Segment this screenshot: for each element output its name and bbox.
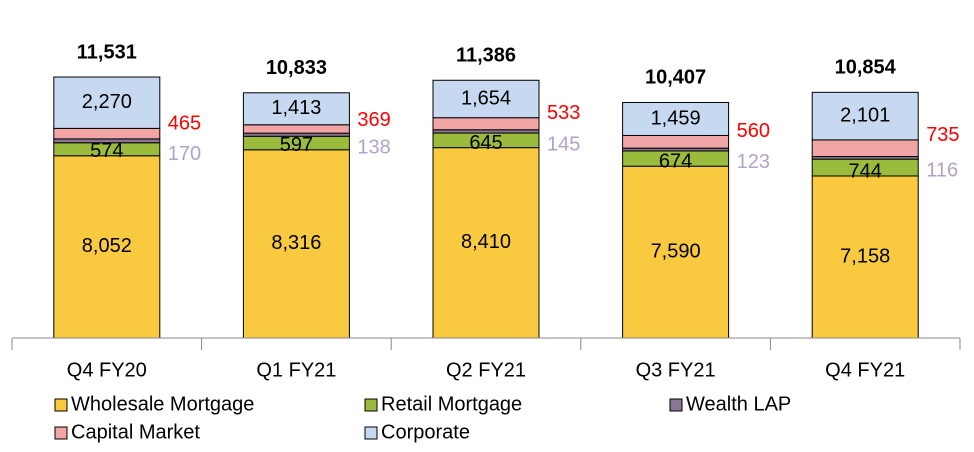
x-tick-label: Q4 FY21 bbox=[825, 359, 905, 381]
bar-segment bbox=[242, 124, 350, 134]
legend-swatch bbox=[364, 398, 378, 412]
outside-value-label: 145 bbox=[547, 133, 580, 155]
value-label: 8,052 bbox=[82, 235, 132, 257]
legend-swatch bbox=[54, 398, 68, 412]
outside-value-label: 170 bbox=[168, 143, 201, 165]
bar-segment bbox=[811, 139, 919, 158]
total-label: 11,531 bbox=[77, 41, 137, 63]
outside-value-label: 369 bbox=[357, 109, 390, 131]
value-label: 1,459 bbox=[651, 107, 701, 129]
bar-segment bbox=[242, 92, 350, 126]
outside-value-label: 735 bbox=[926, 124, 959, 146]
value-label: 8,410 bbox=[461, 231, 511, 253]
outside-value-label: 465 bbox=[168, 113, 201, 135]
outside-value-label: 123 bbox=[737, 151, 770, 173]
value-label: 645 bbox=[469, 132, 502, 154]
bar-segment bbox=[622, 165, 730, 339]
total-label: 10,407 bbox=[645, 67, 706, 89]
outside-value-label: 116 bbox=[926, 159, 958, 181]
bar-segment bbox=[432, 117, 540, 131]
outside-value-label: 560 bbox=[737, 120, 770, 142]
value-label: 7,158 bbox=[840, 245, 890, 267]
value-label: 674 bbox=[659, 150, 692, 172]
bar-segment bbox=[622, 134, 730, 149]
legend-label: Wholesale Mortgage bbox=[71, 393, 254, 415]
bar-segment bbox=[811, 91, 919, 141]
legend-label: Wealth LAP bbox=[686, 393, 791, 415]
legend-swatch bbox=[364, 426, 378, 440]
outside-value-label: 533 bbox=[547, 102, 580, 124]
legend-swatch bbox=[54, 426, 68, 440]
x-tick-label: Q3 FY21 bbox=[636, 359, 716, 381]
legend-swatch bbox=[669, 398, 683, 412]
value-label: 1,413 bbox=[271, 97, 321, 119]
value-label: 8,316 bbox=[271, 232, 321, 254]
outside-value-label: 138 bbox=[357, 137, 390, 159]
x-tick-label: Q4 FY20 bbox=[67, 359, 147, 381]
bar-segment bbox=[432, 79, 540, 119]
value-label: 574 bbox=[90, 140, 123, 162]
bar-segment bbox=[53, 155, 161, 339]
value-label: 597 bbox=[280, 134, 313, 156]
value-label: 2,101 bbox=[840, 104, 890, 126]
bar-segment bbox=[811, 175, 919, 339]
value-label: 7,590 bbox=[651, 240, 701, 262]
value-label: 2,270 bbox=[82, 91, 132, 113]
legend-label: Capital Market bbox=[71, 421, 200, 443]
legend-label: Retail Mortgage bbox=[381, 393, 522, 415]
total-label: 10,833 bbox=[266, 57, 327, 79]
bar-segment bbox=[622, 101, 730, 136]
total-label: 10,854 bbox=[835, 57, 897, 79]
legend-label: Corporate bbox=[381, 421, 470, 443]
bar-segment bbox=[53, 127, 161, 140]
bar-segment bbox=[53, 76, 161, 129]
x-tick-label: Q2 FY21 bbox=[446, 359, 526, 381]
x-tick-label: Q1 FY21 bbox=[256, 359, 336, 381]
total-label: 11,386 bbox=[456, 45, 516, 67]
value-label: 1,654 bbox=[461, 87, 511, 109]
value-label: 744 bbox=[849, 160, 882, 182]
